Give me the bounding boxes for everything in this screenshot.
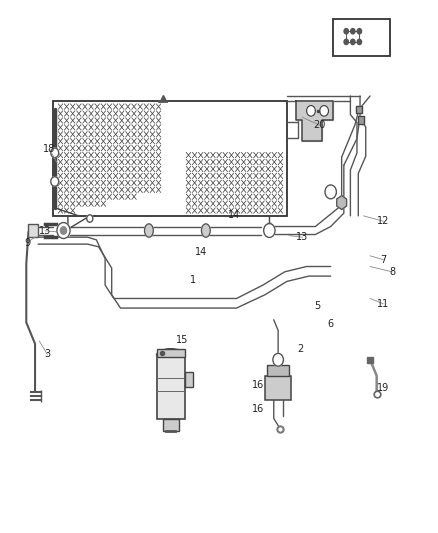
Circle shape xyxy=(350,39,355,45)
Text: 7: 7 xyxy=(380,255,386,264)
Bar xyxy=(28,224,38,237)
Text: 11: 11 xyxy=(377,299,389,309)
Text: 13: 13 xyxy=(39,226,51,236)
Circle shape xyxy=(344,29,348,34)
Circle shape xyxy=(320,106,328,116)
Text: 1: 1 xyxy=(190,275,196,285)
Text: 19: 19 xyxy=(377,383,389,393)
Text: 2: 2 xyxy=(297,344,303,354)
Text: 6: 6 xyxy=(328,319,334,328)
Circle shape xyxy=(344,39,348,45)
Bar xyxy=(53,101,287,216)
Text: 16: 16 xyxy=(252,380,265,390)
Circle shape xyxy=(57,223,70,239)
Ellipse shape xyxy=(145,224,153,237)
Bar xyxy=(267,365,289,376)
Circle shape xyxy=(357,39,362,45)
Bar xyxy=(356,106,362,113)
Bar xyxy=(358,116,364,124)
Circle shape xyxy=(307,106,315,116)
Circle shape xyxy=(51,177,59,187)
Text: 14: 14 xyxy=(195,247,208,257)
Bar xyxy=(358,116,364,124)
Polygon shape xyxy=(296,101,333,141)
Text: 8: 8 xyxy=(389,267,395,277)
Bar xyxy=(157,349,185,357)
Text: 15: 15 xyxy=(176,335,188,344)
Bar xyxy=(185,372,193,387)
Bar xyxy=(333,19,390,56)
Text: 5: 5 xyxy=(314,302,321,311)
Bar xyxy=(356,106,362,113)
Text: 13: 13 xyxy=(296,232,308,242)
Text: 14: 14 xyxy=(228,210,240,220)
Text: 20: 20 xyxy=(314,120,326,130)
Circle shape xyxy=(357,29,362,34)
Circle shape xyxy=(325,185,336,199)
Circle shape xyxy=(273,353,283,366)
Bar xyxy=(265,376,291,400)
Text: 16: 16 xyxy=(252,405,265,414)
Text: 18: 18 xyxy=(43,144,56,154)
Circle shape xyxy=(87,215,93,222)
Circle shape xyxy=(51,148,59,158)
Text: 3: 3 xyxy=(44,350,50,359)
Bar xyxy=(163,419,179,431)
Text: 12: 12 xyxy=(377,216,389,226)
Text: 9: 9 xyxy=(24,238,30,247)
Ellipse shape xyxy=(201,224,210,237)
Circle shape xyxy=(60,227,67,235)
Bar xyxy=(157,356,185,419)
Circle shape xyxy=(264,224,275,238)
Circle shape xyxy=(350,29,355,34)
